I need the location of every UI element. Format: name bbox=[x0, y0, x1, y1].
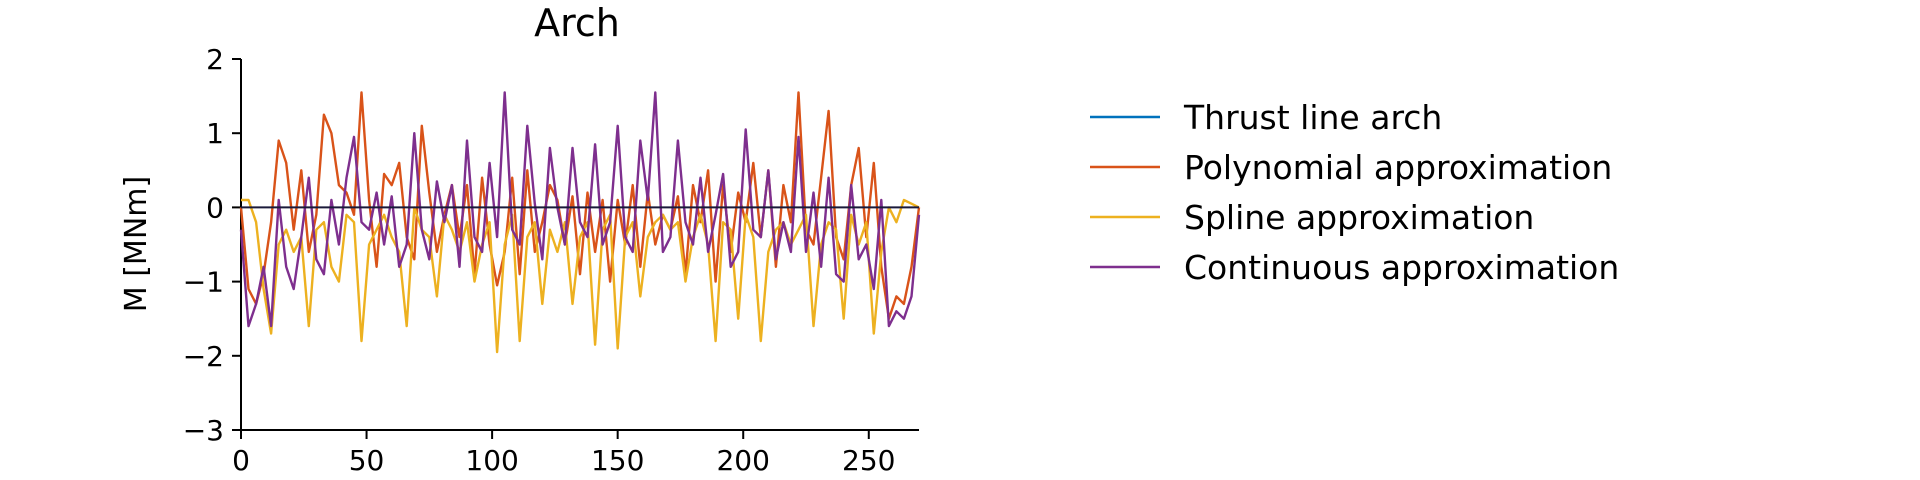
series-line-continuous-approximation bbox=[239, 91, 921, 328]
y-tick-label: −3 bbox=[183, 414, 224, 447]
series-layer bbox=[239, 91, 921, 354]
y-tick-label: −1 bbox=[183, 266, 224, 299]
x-tick-label: 250 bbox=[842, 444, 895, 477]
x-tick-label: 150 bbox=[591, 444, 644, 477]
x-tick-label: 200 bbox=[716, 444, 769, 477]
y-tick-label: 0 bbox=[206, 191, 224, 224]
y-tick-label: 2 bbox=[206, 43, 224, 76]
x-tick-label: 0 bbox=[232, 444, 250, 477]
y-tick-label: −2 bbox=[183, 340, 224, 373]
axes: −3 −2 −1 0 1 2 0 50 100 150 200 250 bbox=[183, 43, 919, 477]
y-tick-label: 1 bbox=[206, 117, 224, 150]
legend-label-polynomial-approximation: Polynomial approximation bbox=[1184, 148, 1612, 187]
x-tick-label: 100 bbox=[465, 444, 518, 477]
chart-title: Arch bbox=[534, 1, 620, 45]
legend: Thrust line arch Polynomial approximation… bbox=[1090, 98, 1619, 287]
legend-label-continuous-approximation: Continuous approximation bbox=[1184, 248, 1619, 287]
x-tick-label: 50 bbox=[349, 444, 385, 477]
legend-label-thrust-line-arch: Thrust line arch bbox=[1183, 98, 1442, 137]
y-axis-label: M [MNm] bbox=[119, 176, 154, 312]
legend-label-spline-approximation: Spline approximation bbox=[1184, 198, 1534, 237]
series-line-spline-approximation bbox=[241, 198, 920, 354]
